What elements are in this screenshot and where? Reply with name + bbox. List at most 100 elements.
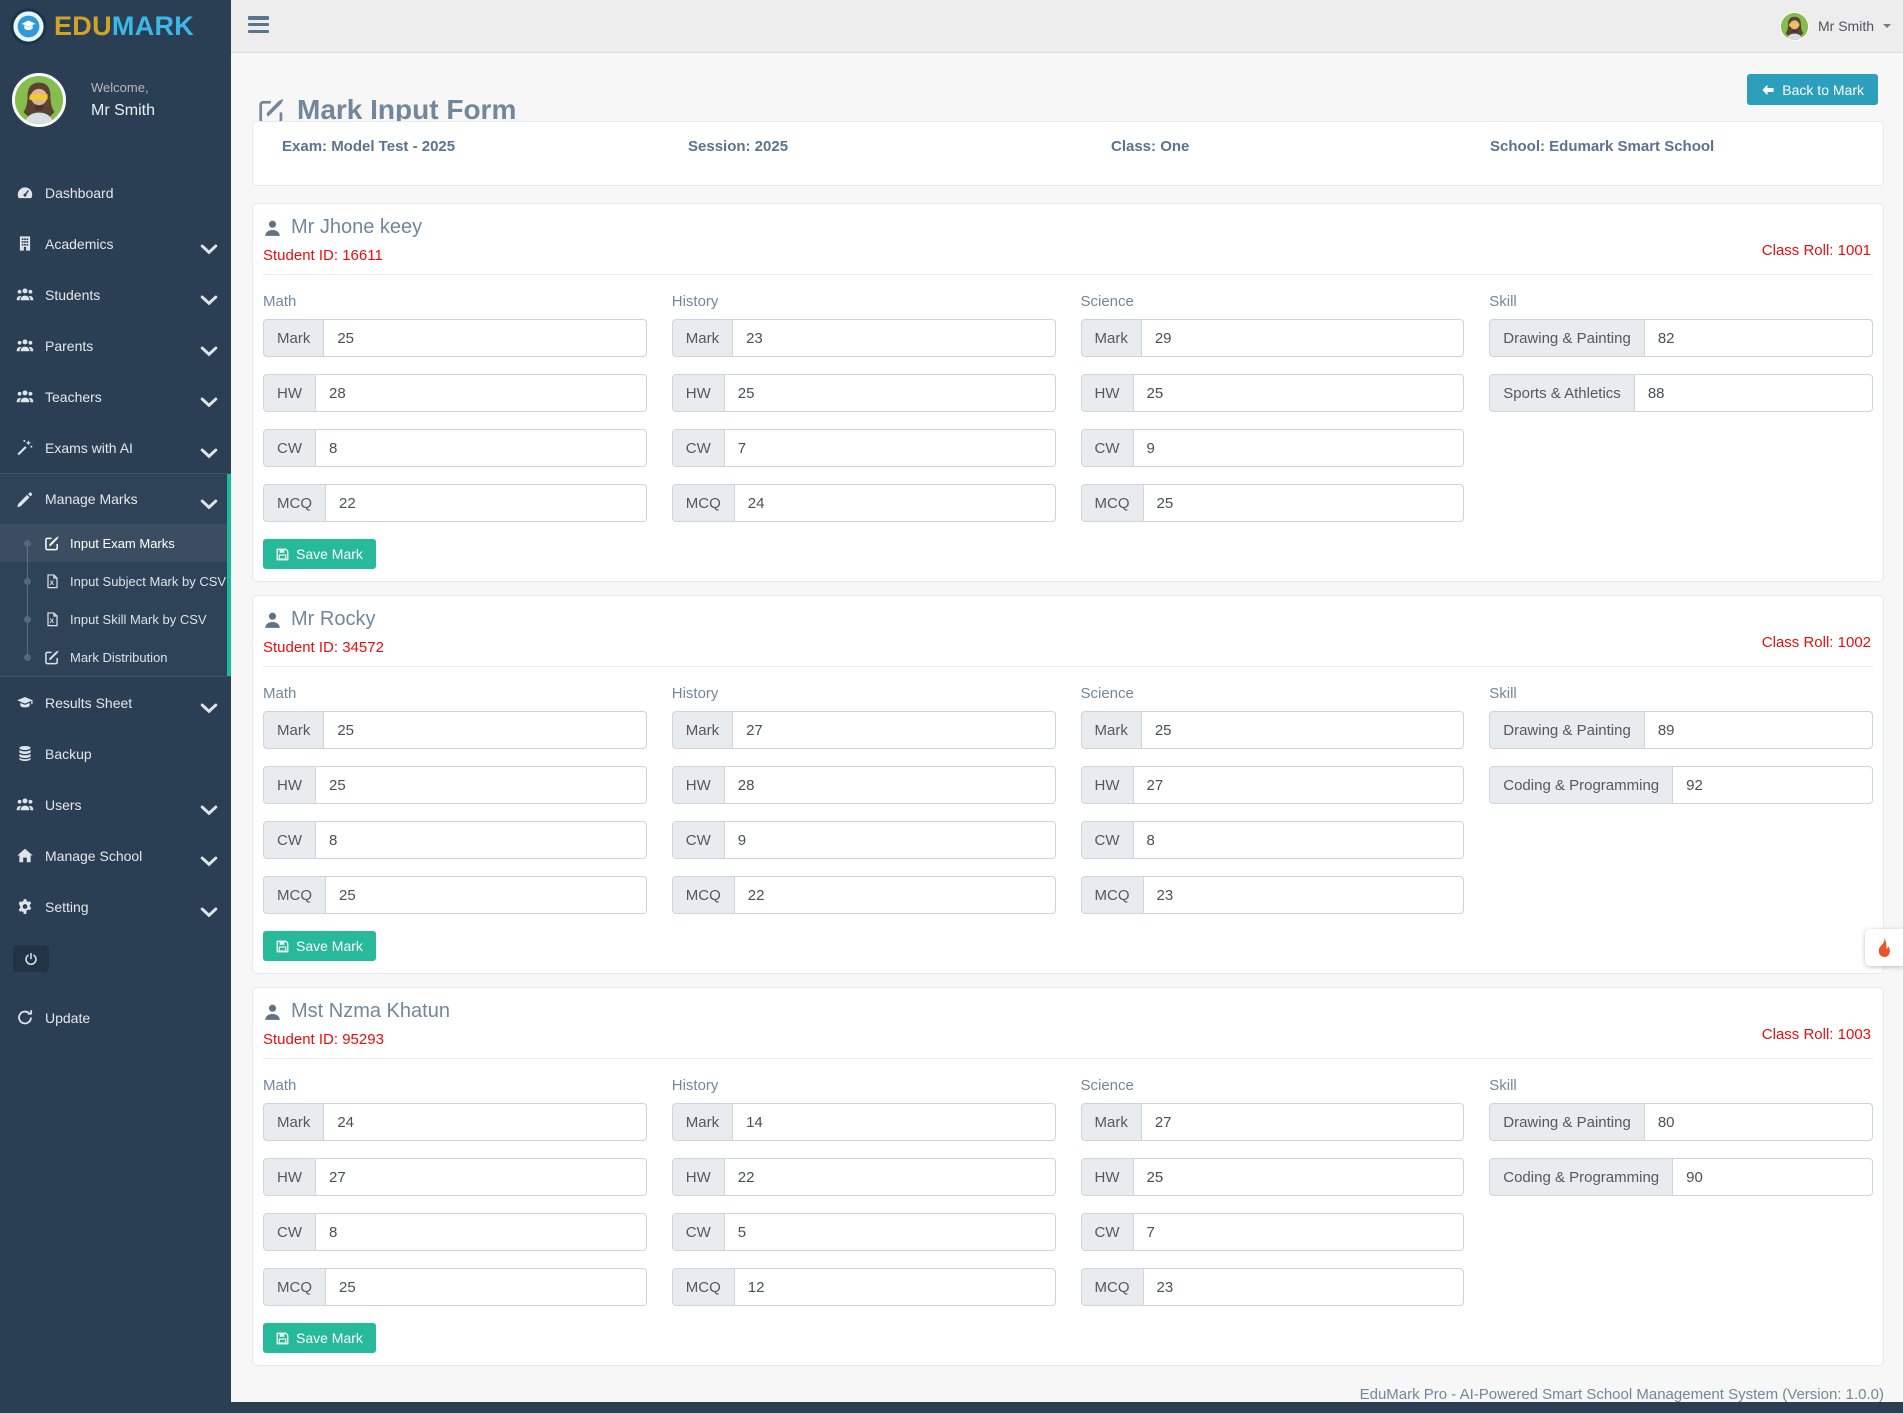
mark-value-input[interactable] (724, 1213, 1056, 1251)
sidebar-item-teachers[interactable]: Teachers (0, 371, 231, 422)
sidebar-item-users[interactable]: Users (0, 779, 231, 830)
sidebar-subitem-input-subject-mark-by-csv[interactable]: X Input Subject Mark by CSV (0, 562, 231, 600)
mark-input-group: Mark (671, 1103, 1056, 1141)
sidebar-subitem-input-skill-mark-by-csv[interactable]: X Input Skill Mark by CSV (0, 600, 231, 638)
mark-value-input[interactable] (324, 1103, 647, 1141)
mark-value-input[interactable] (733, 1103, 1056, 1141)
back-button-label: Back to Mark (1782, 81, 1864, 98)
mark-value-input[interactable] (733, 319, 1056, 357)
mark-value-input[interactable] (316, 374, 647, 412)
sidebar-item-dashboard[interactable]: Dashboard (0, 167, 231, 218)
subjects-row: MathMarkHWCWMCQHistoryMarkHWCWMCQScience… (263, 275, 1873, 539)
sidebar-item-manage-school[interactable]: Manage School (0, 830, 231, 881)
input-addon-hw: HW (671, 374, 725, 412)
mark-value-input[interactable] (1133, 1158, 1465, 1196)
mark-value-input[interactable] (1133, 766, 1465, 804)
mark-value-input[interactable] (316, 1158, 647, 1196)
brand-text: EDUMARK (54, 11, 194, 42)
mark-input-group: HW (671, 1158, 1056, 1196)
mark-value-input[interactable] (1644, 319, 1873, 357)
mark-value-input[interactable] (316, 1213, 647, 1251)
mark-value-input[interactable] (316, 821, 647, 859)
sidebar-item-exams-with-ai[interactable]: Exams with AI (0, 422, 231, 473)
debug-toolbar-flame-button[interactable] (1865, 929, 1903, 966)
mark-value-input[interactable] (1143, 484, 1465, 522)
mark-value-input[interactable] (1143, 1268, 1465, 1306)
sidebar-item-setting[interactable]: Setting (0, 881, 231, 932)
save-mark-button[interactable]: Save Mark (263, 931, 376, 961)
mark-input-group: Sports & Athletics (1489, 374, 1873, 412)
dashboard-gauge-icon (16, 184, 34, 201)
mark-value-input[interactable] (1644, 711, 1873, 749)
mark-value-input[interactable] (724, 766, 1056, 804)
sidebar-subitem-input-exam-marks[interactable]: Input Exam Marks (0, 524, 231, 562)
user-menu[interactable]: Mr Smith (1780, 0, 1891, 52)
mark-value-input[interactable] (1143, 876, 1465, 914)
mark-value-input[interactable] (724, 1158, 1056, 1196)
subject-label: Science (1080, 685, 1134, 702)
mark-value-input[interactable] (1673, 766, 1873, 804)
subject-column-history: History Mark HW CW MCQ (671, 683, 1056, 931)
mark-value-input[interactable] (324, 711, 647, 749)
mark-value-input[interactable] (1141, 319, 1465, 357)
csv-file-icon: X (45, 573, 60, 589)
mark-value-input[interactable] (324, 319, 647, 357)
sidebar-item-label: Setting (45, 898, 89, 915)
mark-value-input[interactable] (1141, 1103, 1465, 1141)
mark-input-group: MCQ (263, 484, 647, 522)
mark-value-input[interactable] (316, 429, 647, 467)
mark-value-input[interactable] (1133, 374, 1465, 412)
mark-value-input[interactable] (1644, 1103, 1873, 1141)
mark-value-input[interactable] (1133, 429, 1465, 467)
mark-value-input[interactable] (316, 766, 647, 804)
back-to-mark-button[interactable]: Back to Mark (1747, 74, 1878, 105)
sidebar-item-manage-marks[interactable]: Manage Marks (0, 474, 231, 524)
mark-value-input[interactable] (724, 429, 1056, 467)
sidebar-item-academics[interactable]: Academics (0, 218, 231, 269)
mark-value-input[interactable] (1141, 711, 1465, 749)
mark-value-input[interactable] (1673, 1158, 1873, 1196)
mark-input-group: MCQ (263, 1268, 647, 1306)
brand-logo[interactable]: EDUMARK (0, 0, 231, 45)
save-mark-button[interactable]: Save Mark (263, 539, 376, 569)
mark-value-input[interactable] (724, 821, 1056, 859)
brand-edu: EDU (54, 11, 112, 41)
logout-power-button[interactable] (13, 945, 49, 972)
svg-text:X: X (50, 618, 55, 625)
input-addon-drawing-painting: Drawing & Painting (1489, 319, 1645, 357)
mark-value-input[interactable] (1634, 374, 1873, 412)
mark-value-input[interactable] (326, 484, 647, 522)
sidebar-item-parents[interactable]: Parents (0, 320, 231, 371)
power-icon (24, 952, 38, 966)
mark-input-group: Mark (263, 1103, 647, 1141)
sidebar-subitem-mark-distribution[interactable]: Mark Distribution (0, 638, 231, 676)
mark-value-input[interactable] (734, 1268, 1056, 1306)
subject-label: Skill (1489, 1077, 1517, 1094)
edumark-badge-icon (10, 8, 47, 45)
mark-value-input[interactable] (733, 711, 1056, 749)
sidebar-item-label: Backup (45, 745, 92, 762)
mark-input-group: HW (671, 766, 1056, 804)
student-card: Mr Jhone keey Student ID: 16611 Class Roll… (252, 203, 1884, 582)
input-addon-mcq: MCQ (263, 1268, 326, 1306)
sidebar-subitem-label: Mark Distribution (70, 649, 168, 665)
sidebar-toggle-button[interactable] (248, 16, 269, 37)
subject-column-skill: Skill Drawing & Painting Coding & Programm… (1489, 683, 1873, 931)
sidebar-item-students[interactable]: Students (0, 269, 231, 320)
mark-value-input[interactable] (326, 876, 647, 914)
subject-label: History (671, 1077, 719, 1094)
input-addon-mcq: MCQ (1080, 876, 1144, 914)
mark-value-input[interactable] (734, 484, 1056, 522)
sidebar-item-label: Manage School (45, 847, 143, 864)
sidebar-item-backup[interactable]: Backup (0, 728, 231, 779)
sidebar-item-update[interactable]: Update (0, 992, 231, 1043)
mark-value-input[interactable] (1133, 1213, 1465, 1251)
sidebar-item-results-sheet[interactable]: Results Sheet (0, 677, 231, 728)
mark-value-input[interactable] (734, 876, 1056, 914)
mark-value-input[interactable] (326, 1268, 647, 1306)
mark-value-input[interactable] (1133, 821, 1465, 859)
mark-value-input[interactable] (724, 374, 1056, 412)
save-mark-button[interactable]: Save Mark (263, 1323, 376, 1353)
users-group-icon (16, 337, 34, 354)
sidebar-subitem-label: Input Subject Mark by CSV (70, 573, 227, 589)
